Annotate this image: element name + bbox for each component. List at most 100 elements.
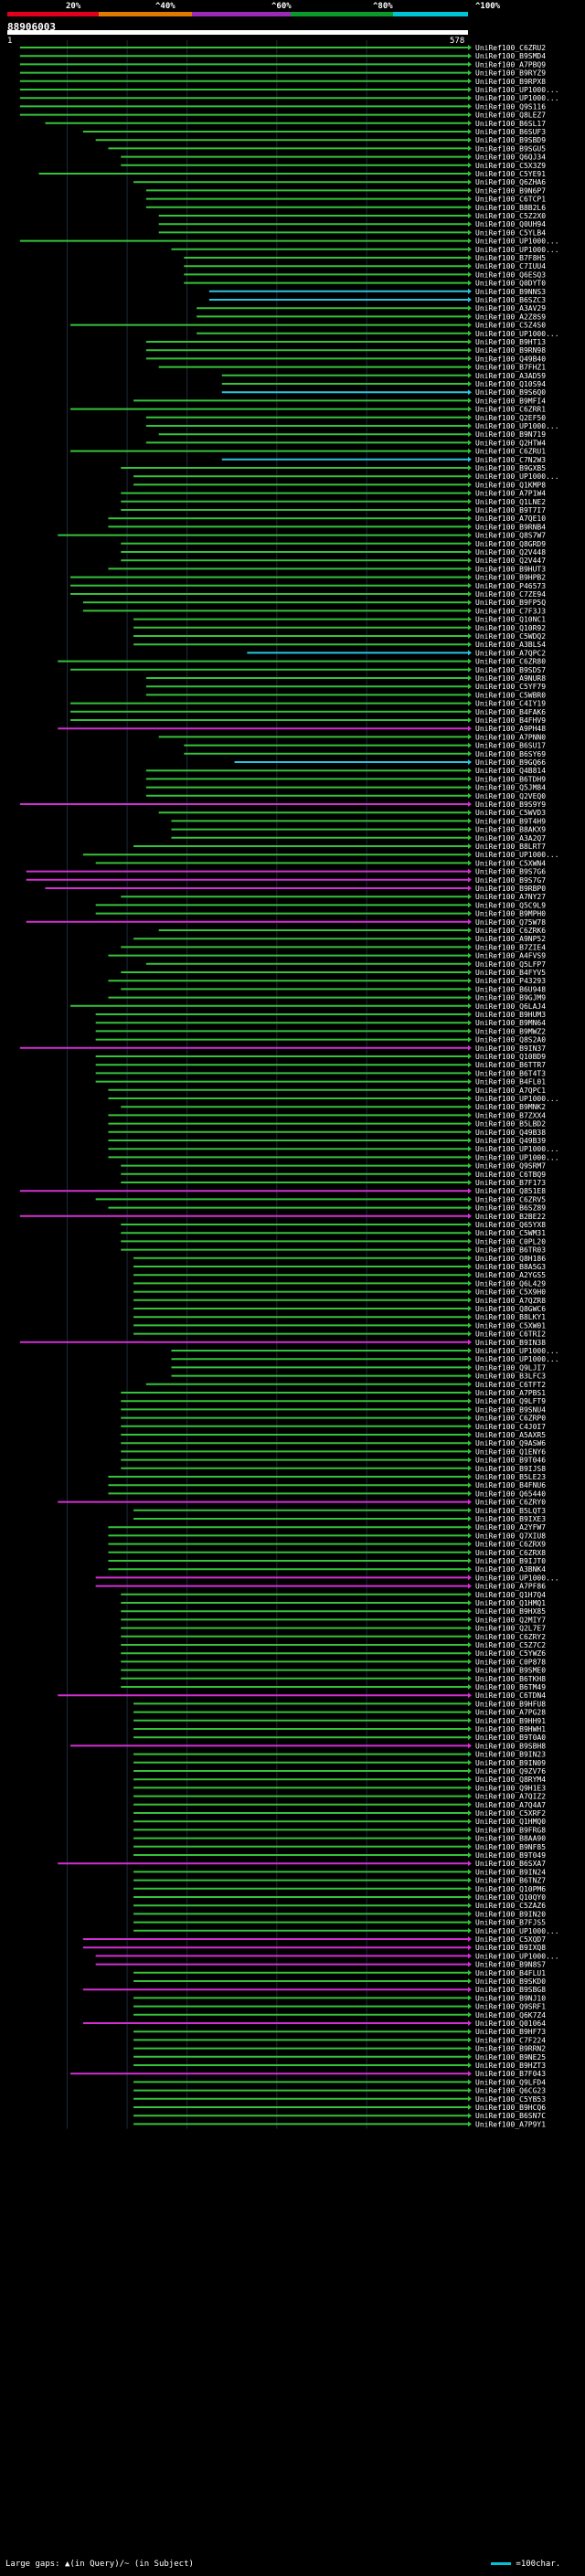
hit-label: UniRef100_C0P878	[475, 1658, 546, 1666]
hit-arrow	[468, 1961, 472, 1967]
hit-arrow	[468, 1507, 472, 1513]
hit-arrow	[468, 271, 472, 278]
hit-arrow	[468, 339, 472, 345]
hit-arrow	[468, 885, 472, 891]
hit-arrow	[468, 1306, 472, 1311]
hit-arrow	[468, 918, 472, 925]
hit-arrow	[468, 1204, 472, 1211]
hit-label: UniRef100_UP1000...	[475, 94, 559, 102]
hit-label: UniRef100_B9IN20	[475, 1910, 546, 1918]
hit-label: UniRef100_B6SY69	[475, 750, 546, 758]
hit-label: UniRef100_Q65YX8	[475, 1221, 546, 1229]
hit-arrow	[468, 1087, 472, 1093]
hit-arrow	[468, 196, 472, 202]
hit-label: UniRef100_A9NUR8	[475, 674, 546, 683]
scale-label-80: ^80%	[373, 2, 393, 11]
hit-arrow	[468, 53, 472, 59]
hit-arrow	[468, 734, 472, 740]
hit-label: UniRef100_Q9SRM7	[475, 1162, 546, 1171]
hit-label: UniRef100_B9N6P7	[475, 186, 546, 195]
hit-label: UniRef100_UP1000...	[475, 86, 559, 94]
hit-arrow	[468, 1625, 472, 1631]
hit-arrow	[468, 1810, 472, 1816]
hit-arrow	[468, 1339, 472, 1345]
hit-label: UniRef100_Q6ZHA6	[475, 178, 546, 186]
hit-label: UniRef100_A9PH48	[475, 725, 546, 733]
hit-label: UniRef100_C5XW01	[475, 1321, 546, 1330]
hit-label: UniRef100_B9IJS8	[475, 1465, 546, 1473]
hit-arrow	[468, 1272, 472, 1278]
hit-label: UniRef100_Q8S7W7	[475, 532, 546, 540]
hit-label: UniRef100_B9MN64	[475, 1019, 546, 1027]
hit-arrow	[468, 111, 472, 118]
hit-arrow	[468, 776, 472, 782]
hit-arrow	[468, 1104, 472, 1110]
hit-label: UniRef100_B9NNS3	[475, 288, 546, 296]
scale-segment	[291, 12, 393, 16]
scale-legend: =100char.	[491, 2560, 560, 2569]
hit-arrow	[468, 524, 472, 530]
hit-arrow	[468, 154, 472, 160]
hit-label: UniRef100_C5Z7C2	[475, 1641, 546, 1649]
hit-label: UniRef100_B9T046	[475, 1457, 546, 1465]
hit-arrow	[468, 61, 472, 68]
hit-arrow	[468, 1659, 472, 1665]
hit-label: UniRef100_B9RRN2	[475, 2045, 546, 2053]
hit-label: UniRef100_B3LFC3	[475, 1373, 546, 1381]
hit-label: UniRef100_C6ZRK6	[475, 927, 546, 935]
hit-label: UniRef100_C6TDN4	[475, 1691, 546, 1700]
hit-label: UniRef100_Q2MIY7	[475, 1616, 546, 1624]
hit-arrow	[468, 1264, 472, 1269]
hit-label: UniRef100_B6T4T3	[475, 1069, 546, 1077]
hit-arrow	[468, 608, 472, 614]
hit-arrow	[468, 145, 472, 152]
hit-arrow	[468, 498, 472, 504]
hit-arrow	[468, 95, 472, 101]
hit-arrow	[468, 675, 472, 681]
query-start-label: 1	[7, 37, 12, 46]
hit-arrow	[468, 1785, 472, 1791]
hit-label: UniRef100_P46573	[475, 582, 546, 590]
hit-label: UniRef100_B8AKX9	[475, 826, 546, 834]
scale-label-100: ^100%	[475, 2, 501, 11]
hit-label: UniRef100_Q8LEZ7	[475, 111, 546, 120]
hit-label: UniRef100_B5LQT3	[475, 1507, 546, 1515]
hit-label: UniRef100_B9HUM3	[475, 1011, 546, 1019]
hit-arrow	[468, 2071, 472, 2077]
hit-arrow	[468, 1196, 472, 1203]
hit-label: UniRef100_UP1000...	[475, 1095, 559, 1103]
hit-label: UniRef100_Q0DYT0	[475, 280, 546, 288]
hit-arrow	[468, 406, 472, 412]
hit-arrow	[468, 1549, 472, 1555]
hit-label: UniRef100_B9GXB5	[475, 464, 546, 472]
hit-arrow	[468, 1288, 472, 1295]
hit-label: UniRef100_B7FHZ1	[475, 364, 546, 372]
hit-arrow	[468, 305, 472, 312]
hit-arrow	[468, 750, 472, 757]
hit-label: UniRef100_UP1000...	[475, 422, 559, 430]
hit-label: UniRef100_B6SZ89	[475, 1204, 546, 1213]
hit-arrow	[468, 1238, 472, 1245]
hit-label: UniRef100_C5YLB4	[475, 228, 546, 237]
hit-arrow	[468, 1860, 472, 1867]
hit-arrow	[468, 1869, 472, 1875]
hit-label: UniRef100_B9IN23	[475, 1751, 546, 1759]
hit-label: UniRef100_B9IXE3	[475, 1515, 546, 1523]
hit-arrow	[468, 591, 472, 597]
hit-arrow	[468, 1002, 472, 1009]
hit-label: UniRef100_Q1HMQ0	[475, 1818, 546, 1826]
hit-label: UniRef100_B5LBD2	[475, 1120, 546, 1129]
hit-arrow	[468, 902, 472, 908]
hit-label: UniRef100_C5XWN4	[475, 859, 546, 867]
hit-label: UniRef100_B9NJ10	[475, 1994, 546, 2002]
hit-arrow	[468, 1398, 472, 1405]
hit-arrow	[468, 1667, 472, 1673]
hit-label: UniRef100_A7PG28	[475, 1709, 546, 1717]
hit-arrow	[468, 1297, 472, 1303]
hit-arrow	[468, 1852, 472, 1858]
hit-label: UniRef100_A3A2Q7	[475, 834, 546, 843]
hit-label: UniRef100_B9S9Y9	[475, 800, 546, 809]
hit-arrow	[468, 330, 472, 336]
hit-label: UniRef100_Q6ESQ3	[475, 270, 546, 279]
hit-label: UniRef100_A3BNK4	[475, 1565, 546, 1574]
